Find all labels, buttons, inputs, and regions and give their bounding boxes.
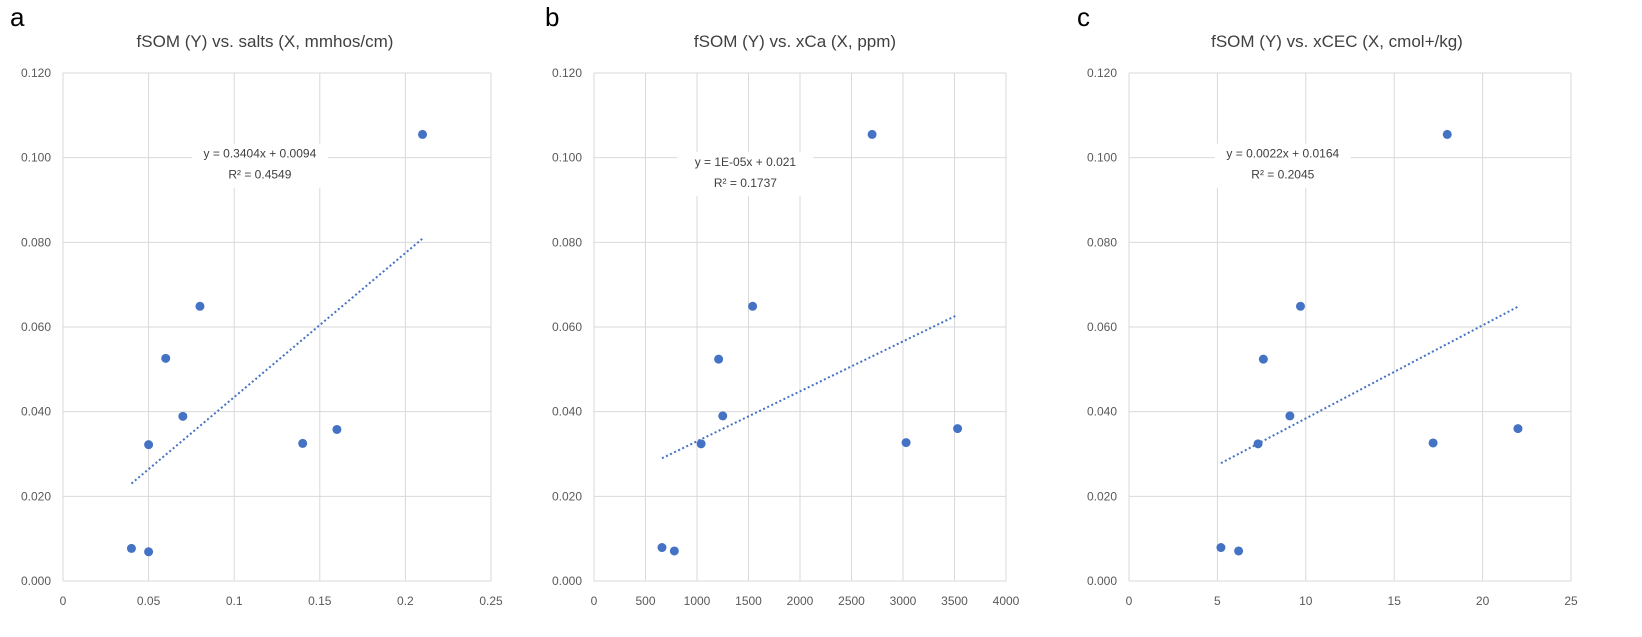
x-tick-label: 0.25	[479, 594, 503, 608]
equation-box	[1214, 143, 1351, 188]
scatter-chart-c: fSOM (Y) vs. xCEC (X, cmol+/kg) 0.000 0.02…	[1087, 32, 1578, 608]
x-tick-label: 3500	[941, 594, 968, 608]
x-tick-label: 20	[1476, 594, 1490, 608]
r-squared-label: R² = 0.4549	[228, 168, 291, 182]
y-tick-label: 0.120	[21, 66, 51, 80]
data-point	[144, 440, 154, 450]
data-point	[161, 353, 171, 363]
y-tick-label: 0.020	[552, 489, 582, 503]
data-point	[1295, 301, 1305, 311]
x-tick-label: 500	[635, 594, 655, 608]
y-tick-label: 0.100	[552, 151, 582, 165]
data-point	[195, 301, 205, 311]
equation-box	[191, 143, 328, 188]
data-point	[696, 439, 706, 449]
r-squared-label: R² = 0.1737	[714, 176, 777, 190]
panel-letter-a: a	[10, 2, 25, 32]
x-tick-label: 15	[1388, 594, 1402, 608]
panel-letter-b: b	[545, 2, 560, 32]
x-tick-label: 0.2	[397, 594, 414, 608]
y-tick-label: 0.080	[21, 235, 51, 249]
x-tick-label: 4000	[993, 594, 1020, 608]
data-point	[748, 301, 758, 311]
data-point	[1258, 354, 1268, 364]
trendline-equation: y = 0.0022x + 0.0164	[1226, 147, 1339, 161]
data-point	[718, 411, 728, 421]
y-tick-label: 0.120	[552, 66, 582, 80]
y-tick-label: 0.100	[21, 151, 51, 165]
panel-letter-c: c	[1077, 2, 1090, 32]
data-point	[144, 547, 154, 557]
y-tick-label: 0.020	[21, 489, 51, 503]
data-point	[1253, 439, 1263, 449]
data-point	[901, 438, 911, 448]
x-tick-label: 2500	[838, 594, 865, 608]
x-tick-label: 3000	[890, 594, 917, 608]
y-tick-label: 0.120	[1087, 66, 1117, 80]
y-tick-label: 0.000	[552, 574, 582, 588]
data-point	[178, 411, 188, 421]
x-tick-label: 0	[60, 594, 67, 608]
x-tick-label: 1500	[735, 594, 762, 608]
y-tick-label: 0.060	[21, 320, 51, 334]
data-point	[418, 129, 428, 139]
data-point	[867, 129, 877, 139]
data-point	[126, 543, 136, 553]
x-tick-label: 0.05	[137, 594, 161, 608]
y-tick-label: 0.020	[1087, 489, 1117, 503]
x-tick-label: 25	[1564, 594, 1578, 608]
trendline	[130, 237, 424, 485]
data-point	[1285, 411, 1295, 421]
data-point	[298, 438, 308, 448]
trendline-equation: y = 0.3404x + 0.0094	[203, 147, 316, 161]
trendline-equation: y = 1E-05x + 0.021	[695, 155, 797, 169]
chart-title: fSOM (Y) vs. salts (X, mmhos/cm)	[137, 32, 394, 51]
data-point	[657, 543, 667, 553]
data-point	[953, 424, 963, 434]
data-point	[1513, 424, 1523, 434]
y-tick-label: 0.000	[1087, 574, 1117, 588]
x-tick-label: 0	[1126, 594, 1133, 608]
data-point	[1442, 129, 1452, 139]
y-tick-label: 0.060	[552, 320, 582, 334]
y-tick-label: 0.060	[1087, 320, 1117, 334]
chart-panel-c: c fSOM (Y) vs. xCEC (X, cmol+/kg) 0.000 0.…	[1067, 0, 1642, 637]
x-tick-label: 10	[1299, 594, 1313, 608]
x-tick-label: 5	[1214, 594, 1221, 608]
y-tick-label: 0.080	[1087, 235, 1117, 249]
x-tick-label: 1000	[684, 594, 711, 608]
r-squared-label: R² = 0.2045	[1251, 168, 1314, 182]
y-tick-label: 0.040	[1087, 405, 1117, 419]
scatter-chart-b: fSOM (Y) vs. xCa (X, ppm) 0.000 0.020 0.040…	[552, 32, 1020, 608]
y-tick-label: 0.040	[552, 405, 582, 419]
x-tick-label: 0.1	[226, 594, 243, 608]
chart-panel-b: b fSOM (Y) vs. xCa (X, ppm) 0.000 0.020 0.0…	[535, 0, 1067, 637]
trendline	[1220, 305, 1519, 465]
y-tick-label: 0.040	[21, 405, 51, 419]
x-tick-label: 2000	[787, 594, 814, 608]
y-tick-label: 0.080	[552, 235, 582, 249]
x-tick-label: 0.15	[308, 594, 332, 608]
y-tick-label: 0.000	[21, 574, 51, 588]
equation-box	[677, 152, 814, 197]
data-point	[1428, 438, 1438, 448]
data-point	[714, 354, 724, 364]
data-point	[1234, 546, 1244, 556]
chart-title: fSOM (Y) vs. xCa (X, ppm)	[694, 32, 896, 51]
data-point	[332, 424, 342, 434]
x-tick-label: 0	[591, 594, 598, 608]
y-tick-label: 0.100	[1087, 151, 1117, 165]
data-point	[669, 546, 679, 556]
data-point	[1216, 543, 1226, 553]
chart-panel-a: a fSOM (Y) vs. salts (X, mmhos/cm) 0.000 0…	[0, 0, 535, 637]
chart-title: fSOM (Y) vs. xCEC (X, cmol+/kg)	[1211, 32, 1463, 51]
scatter-chart-a: fSOM (Y) vs. salts (X, mmhos/cm) 0.000 0.0…	[21, 32, 503, 608]
trendline	[661, 314, 959, 460]
